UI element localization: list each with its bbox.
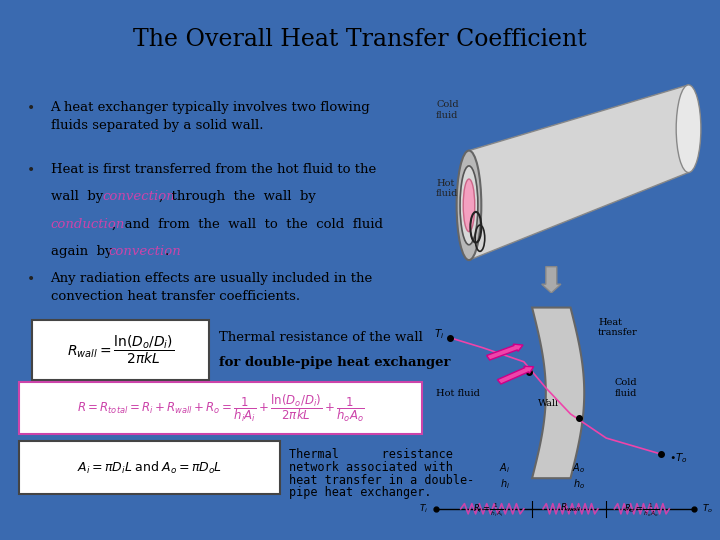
Text: $\bullet T_o$: $\bullet T_o$ <box>670 451 688 465</box>
Text: Wall: Wall <box>538 400 559 408</box>
Text: •: • <box>27 272 35 286</box>
Text: Heat
transfer: Heat transfer <box>598 318 638 337</box>
Text: $R_{wall} = \dfrac{\ln(D_o/D_i)}{2\pi kL}$: $R_{wall} = \dfrac{\ln(D_o/D_i)}{2\pi kL… <box>67 334 174 366</box>
Text: $T_i$: $T_i$ <box>433 327 444 341</box>
Text: Cold
fluid: Cold fluid <box>436 100 459 119</box>
FancyArrow shape <box>541 267 561 293</box>
Ellipse shape <box>676 85 701 172</box>
Text: $A_i = \pi D_i L \;\mathrm{ and }\; A_o = \pi D_o L$: $A_i = \pi D_i L \;\mathrm{ and }\; A_o … <box>77 460 222 476</box>
Text: $h_i$: $h_i$ <box>500 477 510 491</box>
Text: for double-pipe heat exchanger: for double-pipe heat exchanger <box>220 355 451 368</box>
Text: •: • <box>27 102 35 116</box>
Text: conduction: conduction <box>50 218 125 231</box>
Text: $T_i$: $T_i$ <box>418 503 428 515</box>
Text: ,  through  the  wall  by: , through the wall by <box>159 190 316 203</box>
Text: The Overall Heat Transfer Coefficient: The Overall Heat Transfer Coefficient <box>133 28 587 51</box>
Text: $A_o$: $A_o$ <box>572 461 585 475</box>
Text: $R_{wall}$: $R_{wall}$ <box>560 502 581 514</box>
Text: pipe heat exchanger.: pipe heat exchanger. <box>289 487 431 500</box>
Text: $R = R_{total} = R_i + R_{wall} + R_o = \dfrac{1}{h_i A_i} + \dfrac{\ln(D_o/D_i): $R = R_{total} = R_i + R_{wall} + R_o = … <box>77 392 364 424</box>
Text: $R_i = \frac{1}{h_i A_i}$: $R_i = \frac{1}{h_i A_i}$ <box>473 502 503 519</box>
Text: Thermal      resistance: Thermal resistance <box>289 448 453 461</box>
Text: $R_o = \frac{1}{h_o A_o}$: $R_o = \frac{1}{h_o A_o}$ <box>624 502 660 519</box>
Text: Cold
fluid: Cold fluid <box>614 378 637 397</box>
Text: convection: convection <box>102 190 175 203</box>
FancyBboxPatch shape <box>19 382 422 434</box>
Text: Heat is first transferred from the hot fluid to the: Heat is first transferred from the hot f… <box>50 163 376 176</box>
Text: .: . <box>165 245 169 258</box>
Text: network associated with: network associated with <box>289 461 453 474</box>
Polygon shape <box>532 308 584 478</box>
Text: Hot fluid: Hot fluid <box>436 389 480 399</box>
Text: A heat exchanger typically involves two flowing
fluids separated by a solid wall: A heat exchanger typically involves two … <box>50 102 370 132</box>
Text: Any radiation effects are usually included in the
convection heat transfer coeff: Any radiation effects are usually includ… <box>50 272 373 303</box>
FancyArrow shape <box>498 366 534 384</box>
Text: $h_o$: $h_o$ <box>572 477 585 491</box>
Text: Hot
fluid: Hot fluid <box>436 179 459 199</box>
Text: ,  and  from  the  wall  to  the  cold  fluid: , and from the wall to the cold fluid <box>112 218 382 231</box>
Ellipse shape <box>456 151 482 260</box>
FancyBboxPatch shape <box>19 441 280 494</box>
Text: heat transfer in a double-: heat transfer in a double- <box>289 474 474 487</box>
FancyBboxPatch shape <box>32 320 209 380</box>
Polygon shape <box>469 85 688 260</box>
Text: •: • <box>27 163 35 177</box>
Text: convection: convection <box>108 245 181 258</box>
Text: Thermal resistance of the wall: Thermal resistance of the wall <box>220 332 423 345</box>
FancyArrow shape <box>487 344 523 360</box>
Text: wall  by: wall by <box>50 190 107 203</box>
Text: $T_o$: $T_o$ <box>702 503 714 515</box>
Ellipse shape <box>460 166 478 245</box>
Text: $A_i$: $A_i$ <box>499 461 510 475</box>
Text: again  by: again by <box>50 245 116 258</box>
Ellipse shape <box>463 179 474 232</box>
